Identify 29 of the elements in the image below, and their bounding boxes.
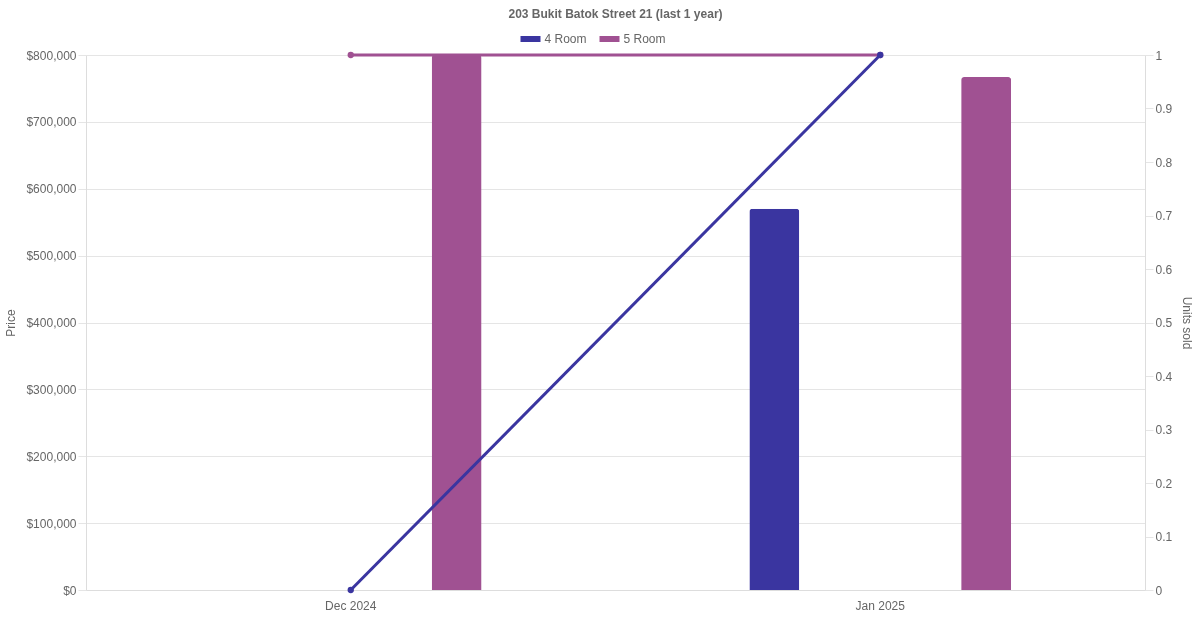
y2-tick-label: 0.3 [1155,423,1173,437]
y2-tick-label: 0.2 [1155,476,1173,491]
bar [749,208,800,590]
y2-tick-label: 0.9 [1155,102,1173,116]
y-tick-label: $400,000 [26,316,77,330]
legend-label: 5 Room [623,32,666,46]
y-tick-label: $800,000 [26,48,77,63]
y2-tick-label: 0.5 [1155,316,1173,330]
y2-tick-label: 0.6 [1155,262,1173,277]
y2-tick-label: 0.1 [1155,530,1173,544]
y2-tick-label: 1 [1155,48,1163,63]
y2-axis-title: Units sold [1180,296,1195,350]
y2-tick-label: 0.8 [1155,155,1173,170]
x-tick-label: Dec 2024 [325,598,377,613]
y-tick-label: $100,000 [26,516,77,531]
x-tick-label: Jan 2025 [855,598,906,613]
bar [961,77,1012,590]
y2-tick-label: 0.4 [1155,369,1173,384]
y-axis-title: Price [4,309,19,337]
y2-tick-label: 0 [1155,583,1163,598]
y-tick-label: $600,000 [26,182,77,197]
y-tick-label: $500,000 [26,249,77,264]
chart-title: 203 Bukit Batok Street 21 (last 1 year) [508,7,723,21]
y2-tick-label: 0.7 [1155,209,1173,223]
y-tick-label: $700,000 [26,115,77,130]
y-tick-label: $300,000 [26,382,77,397]
legend-label: 4 Room [544,32,587,46]
y-tick-label: $0 [63,583,77,598]
y-tick-label: $200,000 [26,449,77,464]
